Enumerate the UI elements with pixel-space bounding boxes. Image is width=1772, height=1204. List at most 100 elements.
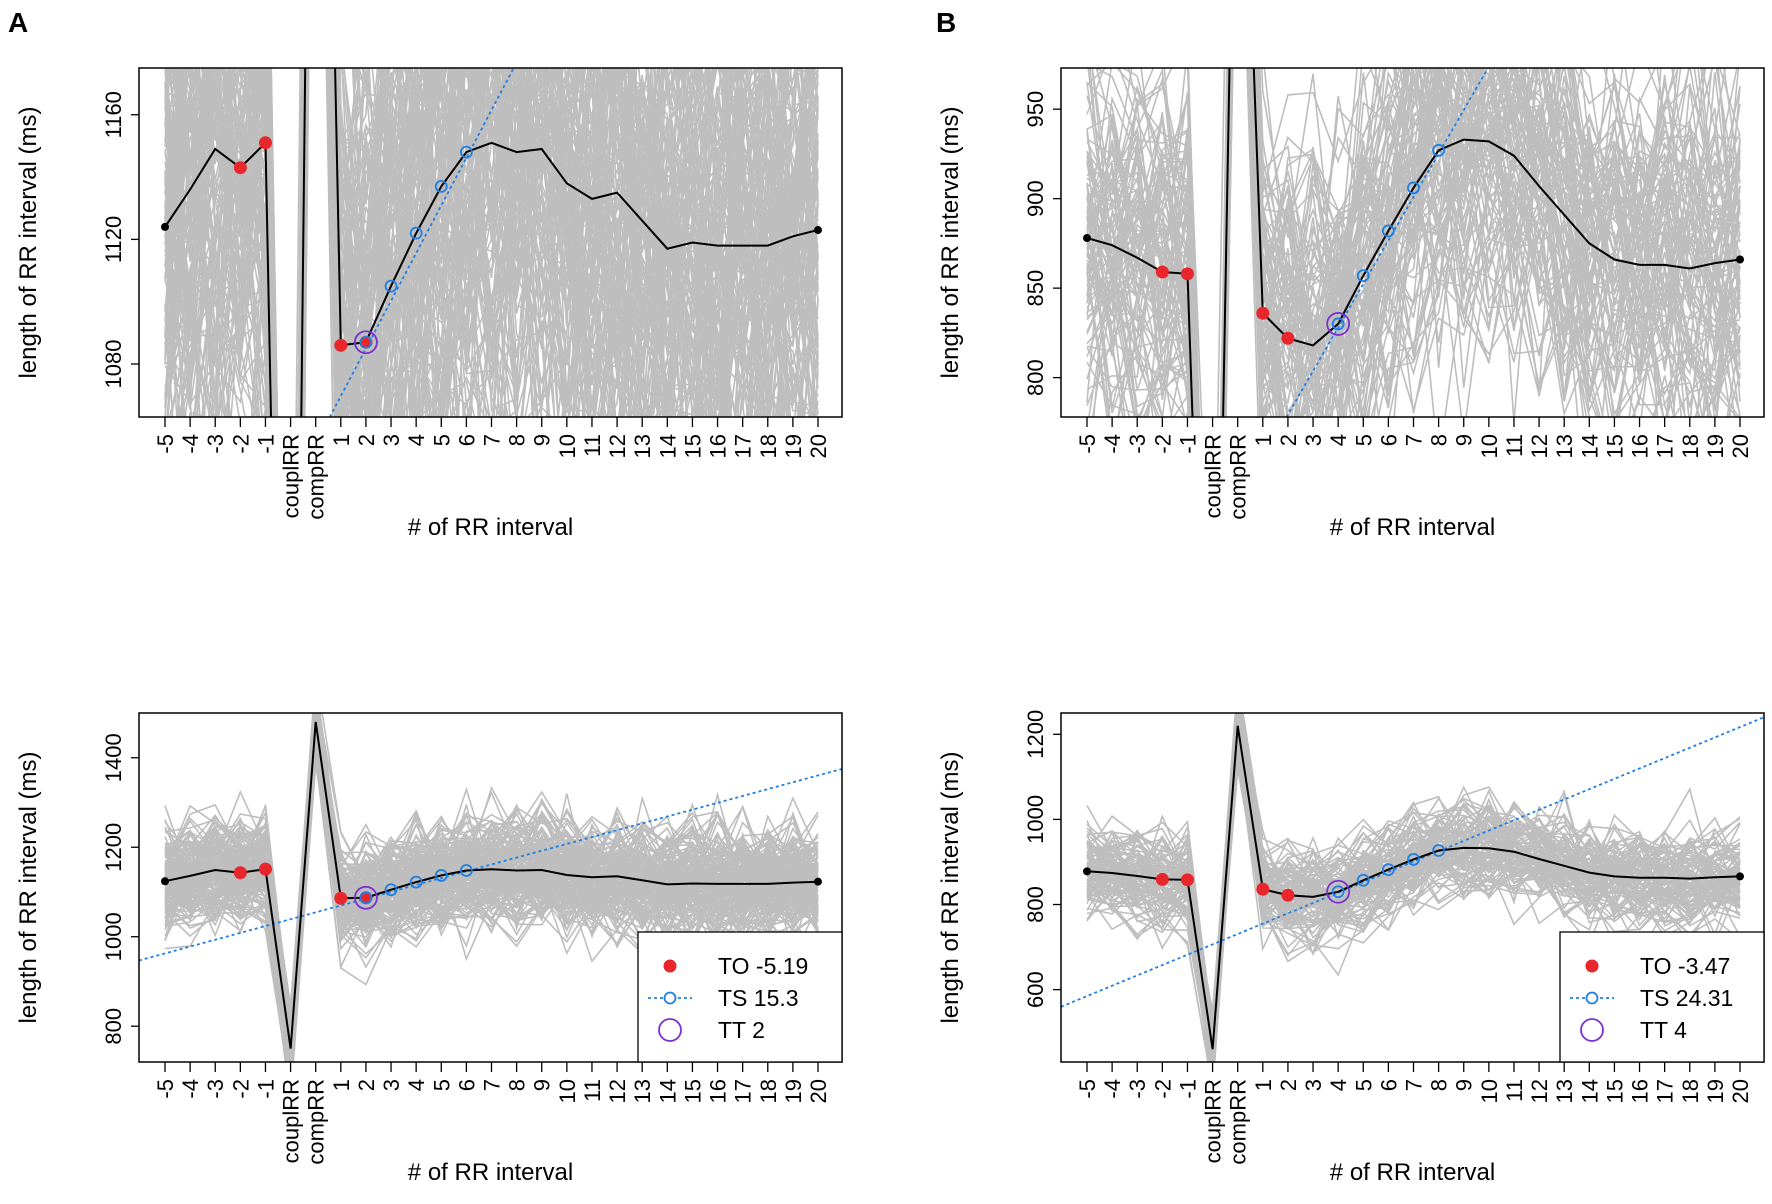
x-tick-label: 5: [429, 434, 454, 446]
ts-point: [359, 891, 373, 905]
x-tick-label: 8: [1427, 434, 1452, 446]
legend-tt-marker: [1580, 1018, 1604, 1042]
ts-point: [1331, 885, 1345, 899]
y-axis-title: length of RR interval (ms): [937, 751, 964, 1023]
x-tick-label: 3: [379, 1079, 404, 1091]
ts-point: [1381, 863, 1395, 877]
x-tick-label: compRR: [1226, 434, 1251, 520]
ts-point: [459, 145, 473, 159]
mean-series-line: [164, 67, 819, 418]
x-tick-label: 6: [454, 1079, 479, 1091]
x-tick-label: 16: [706, 1079, 731, 1103]
x-tick-label: 4: [404, 1079, 429, 1091]
plot-area: [161, 66, 822, 418]
tt-point: [1326, 879, 1351, 904]
x-tick-label: 3: [1301, 1079, 1326, 1091]
x-tick-label: 12: [605, 1079, 630, 1103]
x-tick-label: 10: [1477, 434, 1502, 458]
ts-regression-line: [138, 768, 843, 962]
ts-point: [1407, 853, 1420, 866]
x-tick-label: 2: [1276, 434, 1301, 446]
x-tick-label: 17: [731, 1079, 756, 1103]
x-tick-label: 6: [454, 434, 479, 446]
x-tick-label: 7: [1402, 434, 1427, 446]
y-tick-label: 1200: [101, 823, 126, 872]
to-point: [1256, 882, 1270, 896]
x-tick-label: -3: [1125, 434, 1150, 454]
y-tick-label: 600: [1023, 971, 1048, 1008]
panel-label-a: A: [8, 7, 28, 38]
x-tick-label: 4: [1326, 434, 1351, 446]
x-tick-label: 5: [1351, 434, 1376, 446]
plot-frame: [1060, 67, 1765, 418]
x-tick-label: -3: [203, 1079, 228, 1099]
mean-series-line: [1086, 67, 1741, 418]
x-tick-label: 1: [1251, 1079, 1276, 1091]
x-tick-label: 6: [1376, 434, 1401, 446]
ts-point: [1356, 873, 1370, 887]
x-tick-label: -1: [1175, 434, 1200, 454]
to-point: [1281, 888, 1295, 902]
x-tick-label: 16: [1628, 1079, 1653, 1103]
x-axis-title: # of RR interval: [1330, 1159, 1495, 1186]
x-tick-label: compRR: [304, 434, 329, 520]
x-tick-label: couplRR: [1201, 434, 1226, 518]
background-series-line: [185, 67, 807, 418]
y-tick-label: 950: [1023, 91, 1048, 128]
x-tick-label: 19: [1703, 434, 1728, 458]
x-tick-label: 1: [1251, 434, 1276, 446]
mean-endpoint: [161, 222, 169, 231]
legend-label-to: TO -3.47: [1640, 953, 1730, 979]
ts-point: [384, 279, 398, 293]
legend: TO -5.19 TS 15.3 TT 2: [637, 931, 843, 1063]
x-tick-label: -2: [228, 434, 253, 454]
x-tick-label: 1: [329, 1079, 354, 1091]
x-axis-title: # of RR interval: [408, 514, 573, 541]
x-tick-label: -4: [178, 1079, 203, 1099]
x-tick-label: 10: [1477, 1079, 1502, 1103]
to-point: [1281, 331, 1295, 345]
y-axis-title: length of RR interval (ms): [15, 751, 42, 1023]
x-tick-label: 14: [1577, 1079, 1602, 1103]
ts-point: [1407, 181, 1420, 195]
mean-endpoint: [814, 226, 822, 235]
ts-point: [1331, 317, 1345, 331]
x-tick-label: 9: [1452, 434, 1477, 446]
x-tick-label: 11: [580, 434, 605, 457]
x-tick-label: 15: [1602, 434, 1627, 458]
x-tick-label: 9: [530, 434, 555, 446]
ts-point: [1432, 844, 1446, 857]
to-point: [1180, 267, 1194, 281]
legend-ts-marker: [1585, 991, 1599, 1005]
x-tick-label: couplRR: [1201, 1079, 1226, 1163]
x-tick-label: 1: [329, 434, 354, 446]
x-tick-label: 19: [781, 434, 806, 458]
x-tick-label: -2: [1150, 434, 1175, 454]
to-point: [258, 862, 272, 876]
x-tick-label: 13: [630, 1079, 655, 1103]
to-point: [1155, 872, 1169, 886]
y-axis-title: length of RR interval (ms): [15, 106, 42, 378]
to-point: [1256, 306, 1270, 320]
legend-to-marker: [663, 959, 677, 973]
legend-label-to: TO -5.19: [718, 953, 808, 979]
x-tick-label: 14: [655, 434, 680, 458]
x-tick-label: 18: [1678, 1079, 1703, 1103]
x-tick-label: 16: [706, 434, 731, 458]
x-tick-label: 4: [1326, 1079, 1351, 1091]
mean-series-line: [1086, 725, 1741, 1050]
y-tick-label: 1080: [101, 340, 126, 389]
x-tick-label: 7: [480, 434, 505, 446]
x-tick-label: 13: [630, 434, 655, 458]
ts-point: [434, 180, 448, 193]
x-tick-label: -1: [253, 1079, 278, 1099]
y-tick-label: 1200: [1023, 710, 1048, 759]
x-tick-label: 7: [480, 1079, 505, 1091]
ts-point: [409, 226, 423, 240]
x-tick-label: 12: [1527, 1079, 1552, 1103]
to-point: [1180, 873, 1194, 887]
mean-endpoint: [161, 877, 169, 886]
background-series-line: [164, 716, 819, 1046]
